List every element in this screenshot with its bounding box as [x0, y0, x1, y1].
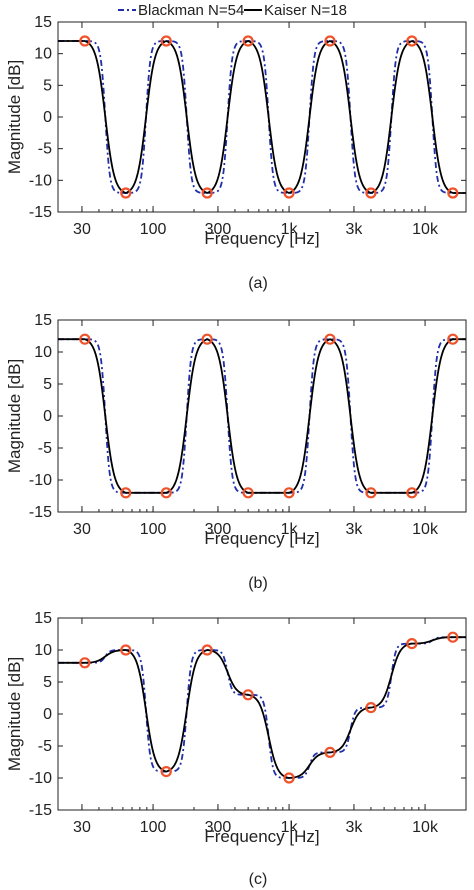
- series-line-blackman: [58, 40, 466, 194]
- target-point: [406, 487, 418, 499]
- target-point: [160, 765, 172, 778]
- target-point: [79, 657, 91, 669]
- target-point: [324, 333, 336, 345]
- target-point: [283, 187, 295, 199]
- series-line-blackman: [58, 338, 466, 494]
- target-point: [120, 644, 132, 656]
- panel-caption: (a): [248, 275, 268, 292]
- x-tick-label: 10k: [412, 221, 439, 238]
- target-point: [242, 689, 254, 701]
- y-tick-label: -15: [29, 204, 52, 221]
- target-point: [324, 746, 336, 759]
- target-point: [201, 333, 213, 345]
- target-point: [79, 35, 91, 47]
- y-axis-label: Magnitude [dB]: [5, 657, 24, 771]
- x-tick-label: 3k: [345, 819, 363, 836]
- series-line-kaiser: [58, 636, 466, 779]
- y-tick-label: 15: [34, 312, 52, 329]
- x-axis-label: Frequency [Hz]: [204, 529, 319, 548]
- x-tick-label: 30: [73, 221, 91, 238]
- y-tick-label: 15: [34, 14, 52, 31]
- y-tick-label: -10: [29, 770, 52, 787]
- x-tick-label: 3k: [345, 221, 363, 238]
- x-tick-label: 30: [73, 521, 91, 538]
- x-tick-label: 1k: [281, 819, 299, 836]
- x-axis-label: Frequency [Hz]: [204, 229, 319, 248]
- target-point: [242, 35, 254, 47]
- plot-frame: [57, 21, 467, 213]
- legend-kaiser-label: Kaiser N=18: [264, 2, 347, 19]
- x-tick-label: 300: [205, 221, 232, 238]
- y-tick-label: -5: [38, 738, 52, 755]
- legend-blackman-label: Blackman N=54: [138, 2, 244, 19]
- series-line-kaiser: [58, 40, 466, 194]
- target-point: [406, 35, 418, 47]
- target-point: [447, 187, 459, 199]
- x-tick-label: 1k: [281, 521, 299, 538]
- x-tick-label: 10k: [412, 521, 439, 538]
- y-tick-label: -10: [29, 172, 52, 189]
- y-axis-label: Magnitude [dB]: [5, 359, 24, 473]
- target-point: [365, 701, 377, 714]
- x-tick-label: 100: [140, 819, 167, 836]
- x-tick-label: 100: [140, 221, 167, 238]
- x-tick-label: 100: [140, 521, 167, 538]
- target-point: [365, 187, 377, 199]
- target-point: [201, 644, 213, 656]
- target-point: [406, 637, 418, 650]
- target-point: [120, 487, 132, 499]
- y-axis-label: Magnitude [dB]: [5, 60, 24, 174]
- panel-c: -15 -10 -5 0 5 10 15 30 100 300 1k 3k 10k Frequency […: [5, 610, 467, 888]
- target-point: [201, 187, 213, 199]
- target-point: [324, 35, 336, 47]
- y-tick-label: -15: [29, 504, 52, 521]
- y-tick-label: -15: [29, 802, 52, 819]
- target-point: [283, 487, 295, 499]
- target-point: [79, 333, 91, 345]
- y-tick-label: -5: [38, 141, 52, 158]
- y-tick-label: 5: [43, 674, 52, 691]
- plot-frame: [57, 319, 467, 513]
- panel-a: -15 -10 -5 0 5 10 15 30 100 300 1k 3k 10k Frequency […: [5, 14, 467, 292]
- y-tick-label: -10: [29, 472, 52, 489]
- y-tick-label: 10: [34, 46, 52, 63]
- x-axis-label: Frequency [Hz]: [204, 827, 319, 846]
- y-tick-label: 5: [43, 77, 52, 94]
- x-tick-label: 3k: [345, 521, 363, 538]
- x-tick-label: 1k: [281, 221, 299, 238]
- x-tick-label: 300: [205, 521, 232, 538]
- series-line-kaiser: [58, 338, 466, 494]
- panel-caption: (b): [248, 575, 268, 592]
- target-point: [160, 487, 172, 499]
- x-tick-label: 300: [205, 819, 232, 836]
- legend: Blackman N=54 Kaiser N=18: [118, 2, 347, 19]
- target-point: [120, 187, 132, 199]
- y-tick-label: 5: [43, 376, 52, 393]
- target-point: [242, 487, 254, 499]
- y-tick-label: -5: [38, 440, 52, 457]
- target-point: [160, 35, 172, 47]
- y-tick-label: 15: [34, 610, 52, 627]
- y-tick-label: 0: [43, 408, 52, 425]
- target-point: [447, 631, 459, 643]
- target-point: [365, 487, 377, 499]
- target-point: [447, 333, 459, 345]
- x-tick-label: 30: [73, 819, 91, 836]
- y-tick-label: 10: [34, 344, 52, 361]
- panel-caption: (c): [249, 871, 268, 888]
- y-tick-label: 10: [34, 642, 52, 659]
- y-tick-label: 0: [43, 109, 52, 126]
- x-tick-label: 10k: [412, 819, 439, 836]
- y-tick-label: 0: [43, 706, 52, 723]
- target-point: [283, 772, 295, 784]
- panel-b: -15 -10 -5 0 5 10 15 30 100 300 1k 3k 10k Frequency […: [5, 312, 467, 592]
